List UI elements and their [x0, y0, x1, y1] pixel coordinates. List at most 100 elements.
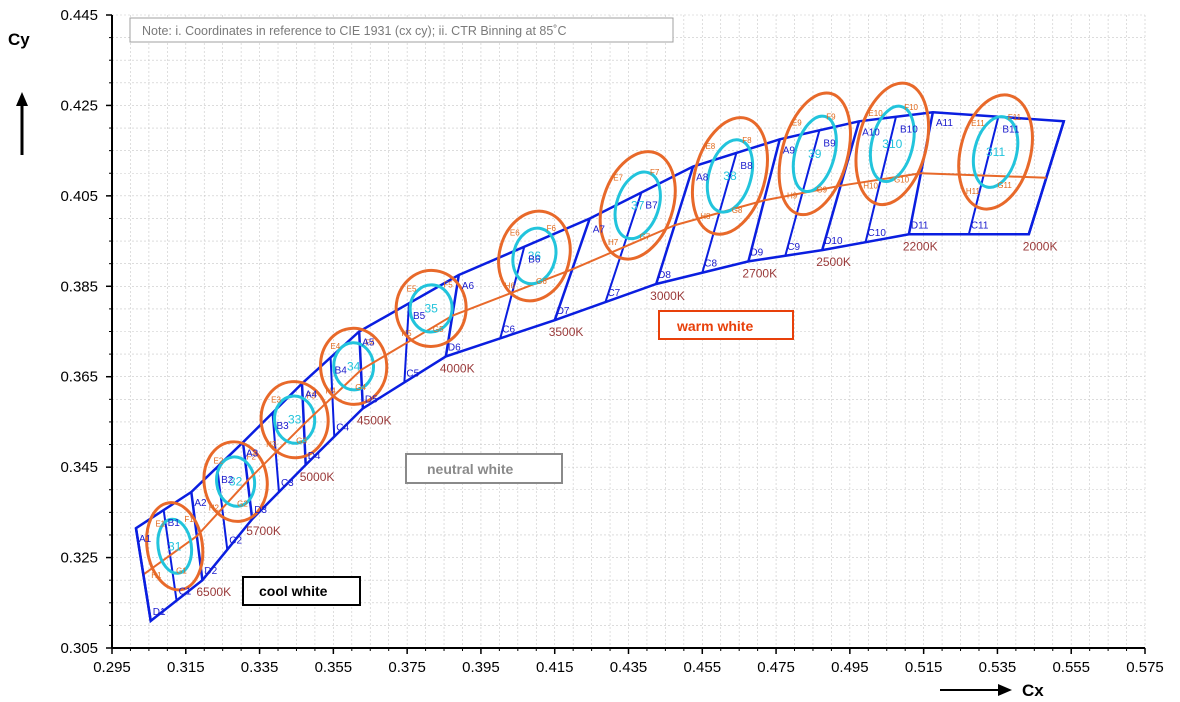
sub-bin-label: E11 [971, 119, 985, 128]
sub-bin-label: C3 [281, 478, 294, 489]
sub-bin-label: H1 [151, 571, 162, 580]
x-tick-label: 0.395 [462, 659, 500, 676]
sub-bin-label: D8 [658, 270, 671, 281]
bin-name-label: 37 [631, 198, 645, 212]
sub-bin-label: D4 [308, 451, 321, 462]
cct-label: 4500K [357, 413, 392, 427]
sub-bin-label: B7 [645, 200, 658, 211]
bin-38: 38 2700K [674, 116, 781, 280]
y-axis-label: Cy [8, 30, 30, 49]
macadam-ellipse-inner [613, 170, 662, 241]
axes: 0.305 0.325 0.345 0.365 0.385 0.405 0.425 0.445… [60, 7, 1163, 676]
macadam-ellipse-outer [854, 81, 931, 207]
sub-bin-label: C11 [971, 220, 989, 231]
y-tick-label: 0.365 [60, 369, 98, 386]
sub-bin-label: C6 [502, 324, 515, 335]
sub-bin-label: E6 [510, 229, 520, 238]
bin-name-label: 33 [288, 413, 302, 427]
y-tick-label: 0.425 [60, 97, 98, 114]
bin-35: 35 4000K [360, 268, 475, 383]
sub-bin-label: B9 [823, 138, 836, 149]
sub-bin-label: A11 [936, 118, 953, 129]
sub-bin-label: H7 [608, 238, 619, 247]
x-tick-label: 0.555 [1052, 659, 1090, 676]
sub-bin-label: F7 [650, 168, 660, 177]
sub-bin-label: A1 [139, 534, 152, 545]
sub-bin-label: F2 [247, 453, 257, 462]
cct-label: 3000K [650, 289, 685, 303]
sub-bin-label: H10 [863, 181, 878, 190]
sub-bin-label: F11 [1008, 113, 1022, 122]
sub-bin-label: B11 [1002, 125, 1019, 136]
sub-bin-label: A10 [862, 127, 880, 138]
sub-bin-label: G4 [355, 383, 366, 392]
macadam-ellipse-inner [705, 138, 755, 214]
sub-bin-label: C1 [179, 587, 192, 598]
bin-34: 34 4500K [303, 326, 392, 437]
sub-bin-label: F1 [184, 515, 194, 524]
macadam-ellipse-outer [497, 209, 572, 303]
zone-warm-white-frame [658, 310, 794, 340]
cct-label: 5700K [246, 524, 281, 538]
y-tick-label: 0.445 [60, 7, 98, 24]
macadam-ellipse-outer [319, 326, 389, 406]
sub-bin-label: E4 [330, 342, 340, 351]
sub-bin-label: D10 [824, 236, 843, 247]
bins: 31 6500K 32 5700K 33 5000K 34 4500K 35 4000K 36 350… [134, 81, 1066, 624]
zone-warm-white-label: warm white [676, 318, 753, 334]
bin-32: 32 5700K [196, 440, 281, 550]
macadam-ellipse-outer [145, 501, 205, 592]
sub-bin-label: G11 [997, 181, 1012, 190]
note-box: Note: i. Coordinates in reference to CIE… [129, 17, 674, 43]
sub-bin-label: C2 [229, 536, 242, 547]
sub-bin-label: F10 [904, 103, 918, 112]
sub-bin-label: B4 [335, 365, 348, 376]
macadam-ellipse-inner [156, 517, 194, 575]
sub-bin-label: G10 [894, 175, 910, 184]
bin-name-label: 36 [528, 249, 542, 263]
macadam-ellipse-outer [957, 93, 1034, 211]
sub-bin-label: A2 [194, 498, 207, 509]
macadam-ellipse-inner [408, 283, 454, 334]
sub-bin-label: E3 [271, 396, 281, 405]
x-tick-label: 0.355 [315, 659, 353, 676]
sub-bin-label: E9 [792, 119, 802, 128]
macadam-ellipse-inner [215, 455, 257, 508]
bin-labels: A1 B1 C1 D1 E1 F1 G1 H1 A2 B2 C2 D2 E2 F2 G2 H2 A3 B3 C3 D3… [139, 103, 1022, 618]
sub-bin-label: C10 [868, 228, 887, 239]
macadam-ellipse-inner [272, 394, 317, 445]
macadam-ellipse-inner [511, 226, 558, 286]
bin-divider-orange [360, 314, 453, 371]
macadam-ellipse-inner [971, 115, 1020, 189]
sub-bin-label: F3 [306, 392, 316, 401]
sub-bin-label: C5 [406, 368, 419, 379]
sub-bin-label: D9 [750, 247, 763, 258]
sub-bin-label: G7 [639, 233, 650, 242]
y-tick-label: 0.405 [60, 188, 98, 205]
cct-label: 2700K [742, 266, 777, 280]
note-text: Note: i. Coordinates in reference to CIE… [142, 24, 567, 38]
sub-bin-label: E8 [705, 142, 715, 151]
x-tick-label: 0.375 [388, 659, 426, 676]
macadam-ellipse-outer [691, 116, 769, 236]
bin-name-label: 34 [347, 359, 361, 373]
bin-31: 31 6500K [134, 491, 231, 622]
sub-bin-label: F4 [365, 338, 375, 347]
macadam-ellipse-inner [791, 114, 838, 194]
y-tick-label: 0.325 [60, 550, 98, 567]
zone-cool-white: cool white [242, 576, 361, 606]
bin-name-label: 310 [882, 137, 902, 151]
sub-bin-label: H9 [787, 192, 798, 201]
sub-bin-label: C9 [787, 242, 800, 253]
x-tick-label: 0.415 [536, 659, 574, 676]
cct-label: 5000K [300, 470, 335, 484]
sub-bin-label: D1 [153, 607, 166, 618]
sub-bin-label: A4 [305, 389, 318, 400]
sub-bin-label: D2 [204, 566, 217, 577]
sub-bin-label: C7 [607, 288, 620, 299]
grid [111, 14, 1146, 649]
sub-bin-label: D7 [557, 306, 570, 317]
sub-bin-label: D6 [448, 342, 461, 353]
x-tick-label: 0.455 [684, 659, 722, 676]
